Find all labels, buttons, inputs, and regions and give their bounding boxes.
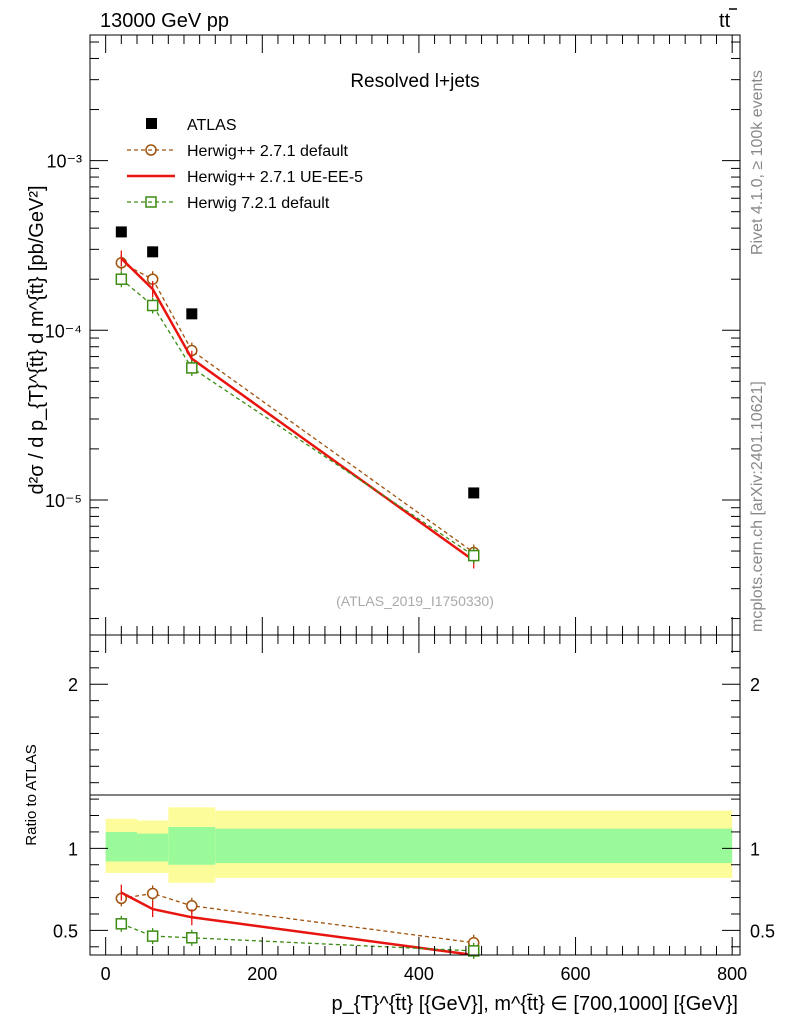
series-line-herwig-2-7-1-default xyxy=(121,892,474,944)
data-point-herwig-7-2-1-default xyxy=(146,299,159,312)
energy-label: 13000 GeV pp xyxy=(100,10,229,32)
mcplots-label: mcplots.cern.ch [arXiv:2401.10621] xyxy=(749,381,766,632)
data-point-herwig-7-2-1-default xyxy=(146,930,159,942)
main-ytick-label: 10⁻³ xyxy=(46,152,82,172)
data-point-atlas xyxy=(468,487,480,499)
ratio-band-inner xyxy=(105,831,137,862)
data-point-atlas xyxy=(147,246,159,258)
ratio-ytick-label: 2 xyxy=(68,675,78,695)
process-label-t: t xyxy=(719,10,725,32)
xtick-label: 400 xyxy=(404,964,434,984)
data-point-herwig-7-2-1-default xyxy=(115,273,128,285)
series-line-herwig-7-2-1-default xyxy=(120,278,475,557)
data-point-atlas xyxy=(115,226,127,238)
data-point-herwig-7-2-1-default xyxy=(467,549,480,562)
ratio-band-inner xyxy=(215,828,733,864)
xlabel: p_{T}^{t̄t} [{GeV}], m^{t̄t} ∈ [700,1000… xyxy=(332,993,738,1015)
ratio-ylabel: Ratio to ATLAS xyxy=(23,744,40,845)
main-ytick-label: 10⁻⁵ xyxy=(45,491,82,511)
analysis-tag: (ATLAS_2019_I1750330) xyxy=(336,593,494,609)
process-label: tt xyxy=(719,10,731,32)
data-point-herwig-7-2-1-default xyxy=(186,932,198,944)
ratio-ytick-labels: 0.5 0.5 1 1 2 2 xyxy=(53,675,775,941)
ratio-band-inner xyxy=(168,827,216,865)
xtick-label: 0 xyxy=(101,964,111,984)
process-label-tbar: t xyxy=(725,10,731,32)
chart-title: Resolved l+jets xyxy=(350,71,479,92)
legend: ATLAS Herwig++ 2.7.1 default Herwig++ 2.… xyxy=(127,117,363,212)
data-point-herwig-7-2-1-default xyxy=(186,362,198,374)
ratio-panel-frame xyxy=(89,634,741,956)
data-point-atlas xyxy=(186,308,198,320)
ratio-ytick-label: 1 xyxy=(68,839,78,859)
ratio-band-inner xyxy=(136,833,169,862)
ratio-ytick-label: 0.5 xyxy=(53,921,78,941)
data-point-herwig-7-2-1-default xyxy=(115,918,128,930)
main-ylabel: d²σ / d p_{T}^{t̄t} d m^{t̄t} [pb/GeV²] xyxy=(26,185,48,494)
ratio-ytick-label-right: 2 xyxy=(750,675,760,695)
ratio-ytick-label-right: 1 xyxy=(750,839,760,859)
main-series xyxy=(115,226,480,569)
legend-label-herwigpp-default: Herwig++ 2.7.1 default xyxy=(187,143,349,160)
xtick-labels: 0 200 400 600 800 xyxy=(101,964,748,984)
ratio-series xyxy=(115,884,480,959)
xtick-label: 800 xyxy=(717,964,747,984)
ratio-panel-ticks xyxy=(90,635,740,955)
series-line-herwig-2-7-1-default xyxy=(120,262,475,554)
legend-marker-atlas xyxy=(146,118,157,129)
legend-label-herwigpp-ueee5: Herwig++ 2.7.1 UE-EE-5 xyxy=(187,169,363,186)
legend-marker-herwigpp-default xyxy=(145,144,157,156)
ratio-bands xyxy=(105,807,733,883)
main-ytick-labels: 10⁻⁵ 10⁻⁴ 10⁻³ xyxy=(45,152,82,511)
legend-marker-herwig7 xyxy=(145,196,157,208)
legend-label-atlas: ATLAS xyxy=(187,117,237,134)
rivet-label: Rivet 4.1.0, ≥ 100k events xyxy=(749,70,766,255)
main-panel-ticks xyxy=(90,35,740,635)
main-ytick-label: 10⁻⁴ xyxy=(45,321,82,341)
xtick-label: 600 xyxy=(561,964,591,984)
series-line-herwig-7-2-1-default xyxy=(121,923,474,952)
legend-label-herwig7: Herwig 7.2.1 default xyxy=(187,195,330,212)
xtick-label: 200 xyxy=(247,964,277,984)
series-line-herwig-2-7-1-ue-ee-5 xyxy=(120,891,474,957)
data-point-herwig-7-2-1-default xyxy=(467,945,480,957)
data-point-herwig-2-7-1-default xyxy=(146,887,159,900)
series-line-herwig-2-7-1-ue-ee-5 xyxy=(120,257,475,562)
ratio-ytick-label-right: 0.5 xyxy=(750,921,775,941)
